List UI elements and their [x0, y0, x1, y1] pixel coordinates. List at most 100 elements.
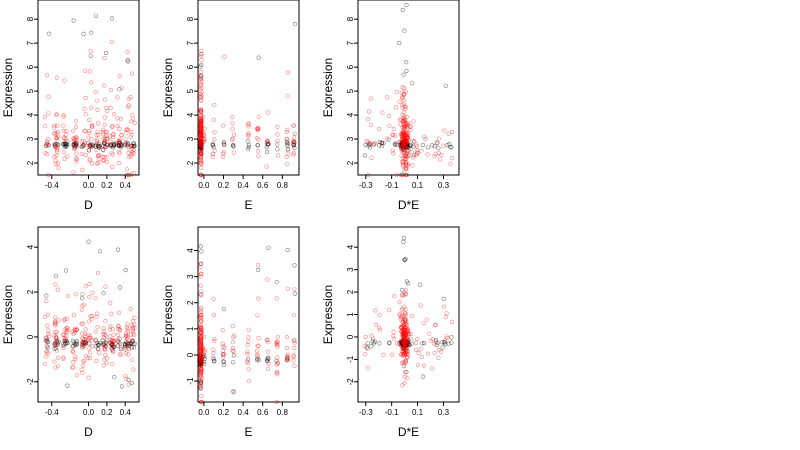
data-point — [405, 138, 410, 143]
data-point — [210, 141, 215, 146]
data-point — [450, 156, 455, 161]
data-point — [199, 378, 204, 383]
data-point — [246, 142, 251, 147]
y-tick-label: 2 — [346, 160, 355, 165]
data-point — [222, 345, 227, 350]
data-point — [410, 81, 415, 86]
data-point — [246, 379, 251, 384]
y-tick-label: 2 — [186, 160, 195, 165]
data-point — [427, 331, 432, 336]
x-axis-label: E — [244, 198, 252, 212]
data-point — [246, 335, 251, 340]
data-point — [94, 147, 99, 152]
data-point — [256, 267, 261, 273]
data-point — [104, 155, 110, 160]
data-point — [265, 138, 270, 143]
data-point — [108, 87, 114, 93]
data-point — [420, 341, 425, 346]
data-point — [56, 165, 61, 170]
data-point — [198, 308, 203, 313]
plot-panel: 0.0 0.2 0.4 0.6 0.8 -1 0 1 2 3 4 E Expression — [161, 226, 300, 439]
data-point — [265, 110, 270, 115]
data-point — [424, 317, 429, 322]
data-point — [125, 326, 130, 331]
data-point — [285, 286, 290, 291]
y-tick-label: 2 — [26, 160, 35, 165]
data-point — [53, 158, 58, 163]
data-point — [406, 332, 411, 337]
x-tick-label: 0.2 — [101, 181, 113, 190]
data-point — [199, 51, 204, 57]
data-point — [391, 336, 397, 341]
data-point — [408, 127, 413, 133]
data-point — [53, 320, 59, 325]
data-point — [80, 363, 86, 369]
data-point — [362, 352, 368, 357]
data-point — [410, 314, 415, 319]
data-point — [449, 340, 454, 345]
data-point — [418, 347, 423, 352]
data-point — [256, 149, 261, 154]
data-point — [110, 327, 115, 332]
data-point — [402, 86, 407, 91]
x-tick-label: 0.0 — [83, 181, 95, 190]
data-point — [82, 339, 87, 345]
data-point — [403, 370, 408, 375]
data-point — [449, 145, 454, 150]
x-tick-label: 0.1 — [412, 181, 424, 190]
data-point — [400, 148, 405, 153]
x-tick-label: 0.6 — [257, 181, 269, 190]
data-point — [377, 325, 382, 330]
data-point — [199, 133, 204, 139]
data-point — [246, 134, 251, 139]
data-point — [274, 280, 279, 285]
data-point — [199, 131, 204, 136]
x-tick-label: -0.3 — [359, 408, 373, 417]
data-point — [401, 235, 406, 241]
x-tick-label: 0.3 — [438, 181, 450, 190]
y-tick-label: 5 — [346, 88, 355, 93]
data-point — [285, 356, 290, 361]
data-point — [62, 336, 68, 341]
data-point — [96, 132, 101, 137]
data-point — [44, 143, 49, 148]
plot-panel: -0.4 0.0 0.2 0.4 2 3 4 5 6 7 8 D Expression — [1, 0, 140, 212]
data-point — [102, 332, 107, 337]
data-point — [199, 289, 204, 294]
data-point — [119, 133, 124, 138]
data-point — [126, 341, 131, 346]
data-point — [405, 148, 410, 153]
data-point — [284, 129, 289, 135]
data-point — [211, 312, 216, 318]
data-point — [410, 138, 415, 143]
data-point — [108, 334, 113, 339]
data-point — [377, 126, 382, 132]
data-point — [199, 90, 204, 95]
data-point — [442, 128, 447, 133]
data-point — [363, 142, 368, 148]
data-point — [198, 109, 203, 114]
data-point — [198, 121, 203, 127]
data-point — [52, 130, 58, 136]
data-point — [100, 158, 106, 164]
data-point — [112, 142, 117, 147]
data-point — [199, 78, 204, 83]
data-point — [45, 340, 50, 345]
data-point — [230, 324, 235, 329]
data-point — [198, 374, 203, 379]
data-point — [256, 296, 261, 301]
data-point — [101, 326, 106, 331]
data-point — [55, 123, 60, 128]
data-point — [421, 321, 426, 326]
data-point — [55, 364, 61, 369]
x-tick-label: 0.0 — [83, 408, 95, 417]
data-point — [275, 147, 280, 152]
data-point — [246, 367, 251, 372]
data-point — [221, 359, 226, 364]
data-point — [198, 141, 204, 147]
data-point — [400, 159, 405, 164]
data-point — [86, 135, 91, 140]
y-tick-label: 8 — [346, 16, 355, 21]
data-point — [130, 113, 135, 118]
data-point — [403, 312, 408, 318]
